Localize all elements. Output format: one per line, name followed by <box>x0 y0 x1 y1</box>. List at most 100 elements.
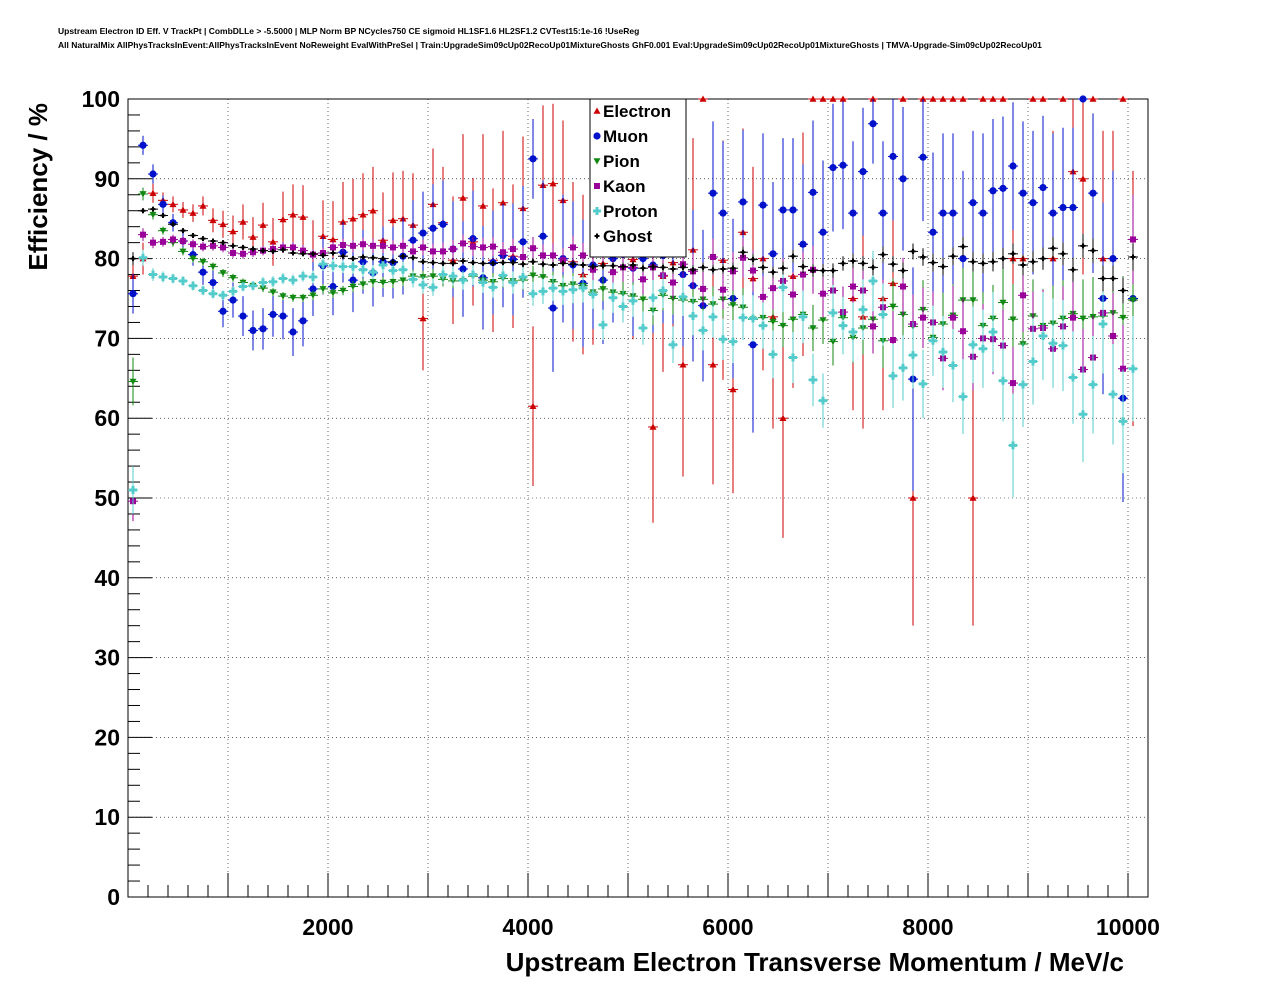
legend-marker-muon <box>593 132 601 140</box>
legend-marker-ghost <box>594 233 600 239</box>
electron-point <box>899 95 907 102</box>
proton-point <box>809 375 817 384</box>
kaon-point <box>870 323 876 330</box>
proton-point <box>869 276 877 285</box>
proton-point <box>1079 410 1087 419</box>
pion-point <box>189 255 197 263</box>
proton-point <box>1099 320 1107 329</box>
proton-point <box>949 361 957 370</box>
ghost-point <box>430 260 436 266</box>
y-tick-label: 0 <box>107 884 120 910</box>
ghost-point <box>1100 276 1106 282</box>
ghost-point <box>200 236 206 242</box>
ghost-point <box>410 255 416 261</box>
proton-point <box>359 265 367 274</box>
proton-point <box>999 376 1007 385</box>
pion-point <box>199 258 207 266</box>
ghost-point <box>680 264 686 270</box>
proton-point <box>279 274 287 283</box>
electron-point <box>929 95 937 102</box>
proton-point <box>579 284 587 293</box>
pion-point <box>259 285 267 292</box>
proton-point <box>139 253 147 262</box>
electron-point <box>819 95 827 102</box>
muon-point <box>359 258 367 266</box>
legend-marker-electron <box>593 107 601 114</box>
kaon-point <box>160 238 166 245</box>
ghost-point <box>480 260 486 266</box>
electron-point <box>949 95 957 102</box>
muon-point <box>269 310 277 319</box>
proton-point <box>1119 417 1127 426</box>
pion-point <box>729 302 737 309</box>
pion-point <box>339 287 347 295</box>
pion-point <box>809 325 817 332</box>
ghost-point <box>270 248 276 254</box>
ghost-point <box>630 262 636 268</box>
ghost-point <box>340 253 346 259</box>
y-tick-label: 90 <box>94 166 120 192</box>
y-tick-label: 50 <box>94 485 120 511</box>
proton-point <box>1059 341 1067 350</box>
muon-point <box>249 326 257 335</box>
electron-point <box>1039 95 1047 102</box>
ghost-point <box>690 267 696 273</box>
pion-point <box>229 274 237 282</box>
proton-point <box>189 281 197 290</box>
kaon-point <box>380 242 386 249</box>
kaon-point <box>490 243 496 250</box>
electron-point <box>179 206 187 213</box>
kaon-point <box>900 283 906 290</box>
proton-point <box>819 396 827 405</box>
kaon-point <box>350 242 356 249</box>
ghost-point <box>510 260 516 266</box>
y-tick-label: 80 <box>94 246 120 272</box>
ghost-point <box>250 246 256 252</box>
pion-point <box>769 318 777 326</box>
kaon-point <box>1070 314 1076 321</box>
pion-point <box>289 294 297 302</box>
electron-point <box>839 95 847 102</box>
y-tick-label: 10 <box>94 804 120 830</box>
muon-point <box>309 285 317 293</box>
ghost-point <box>260 248 266 254</box>
muon-point <box>949 209 957 217</box>
kaon-point <box>530 245 536 252</box>
ghost-point <box>440 260 446 266</box>
proton-point <box>639 324 647 333</box>
proton-point <box>159 272 167 281</box>
pion-point <box>1079 315 1087 322</box>
kaon-point <box>450 246 456 253</box>
kaon-point <box>220 244 226 251</box>
muon-point <box>939 209 947 217</box>
ghost-point <box>540 261 546 267</box>
proton-point <box>469 270 477 279</box>
kaon-point <box>400 242 406 249</box>
ghost-point <box>300 251 306 257</box>
pion-point <box>1009 316 1017 323</box>
kaon-point <box>610 269 616 276</box>
proton-point <box>609 293 617 302</box>
x-tick-label: 10000 <box>1096 914 1160 940</box>
muon-point <box>329 282 337 291</box>
muon-point <box>419 229 427 237</box>
ghost-point <box>140 208 146 214</box>
ghost-point <box>330 250 336 256</box>
proton-point <box>549 284 557 293</box>
proton-point <box>599 320 607 329</box>
ghost-point <box>1000 256 1006 262</box>
muon-point <box>709 189 717 197</box>
proton-point <box>919 379 927 388</box>
proton-point <box>839 321 847 330</box>
proton-point <box>179 276 187 285</box>
proton-point <box>309 272 317 281</box>
kaon-point <box>510 246 516 253</box>
electron-point <box>389 216 397 224</box>
ghost-point <box>950 253 956 259</box>
kaon-point <box>700 285 706 292</box>
ghost-point <box>960 244 966 250</box>
ghost-point <box>180 228 186 234</box>
muon-point <box>279 312 287 320</box>
pion-point <box>129 378 137 385</box>
